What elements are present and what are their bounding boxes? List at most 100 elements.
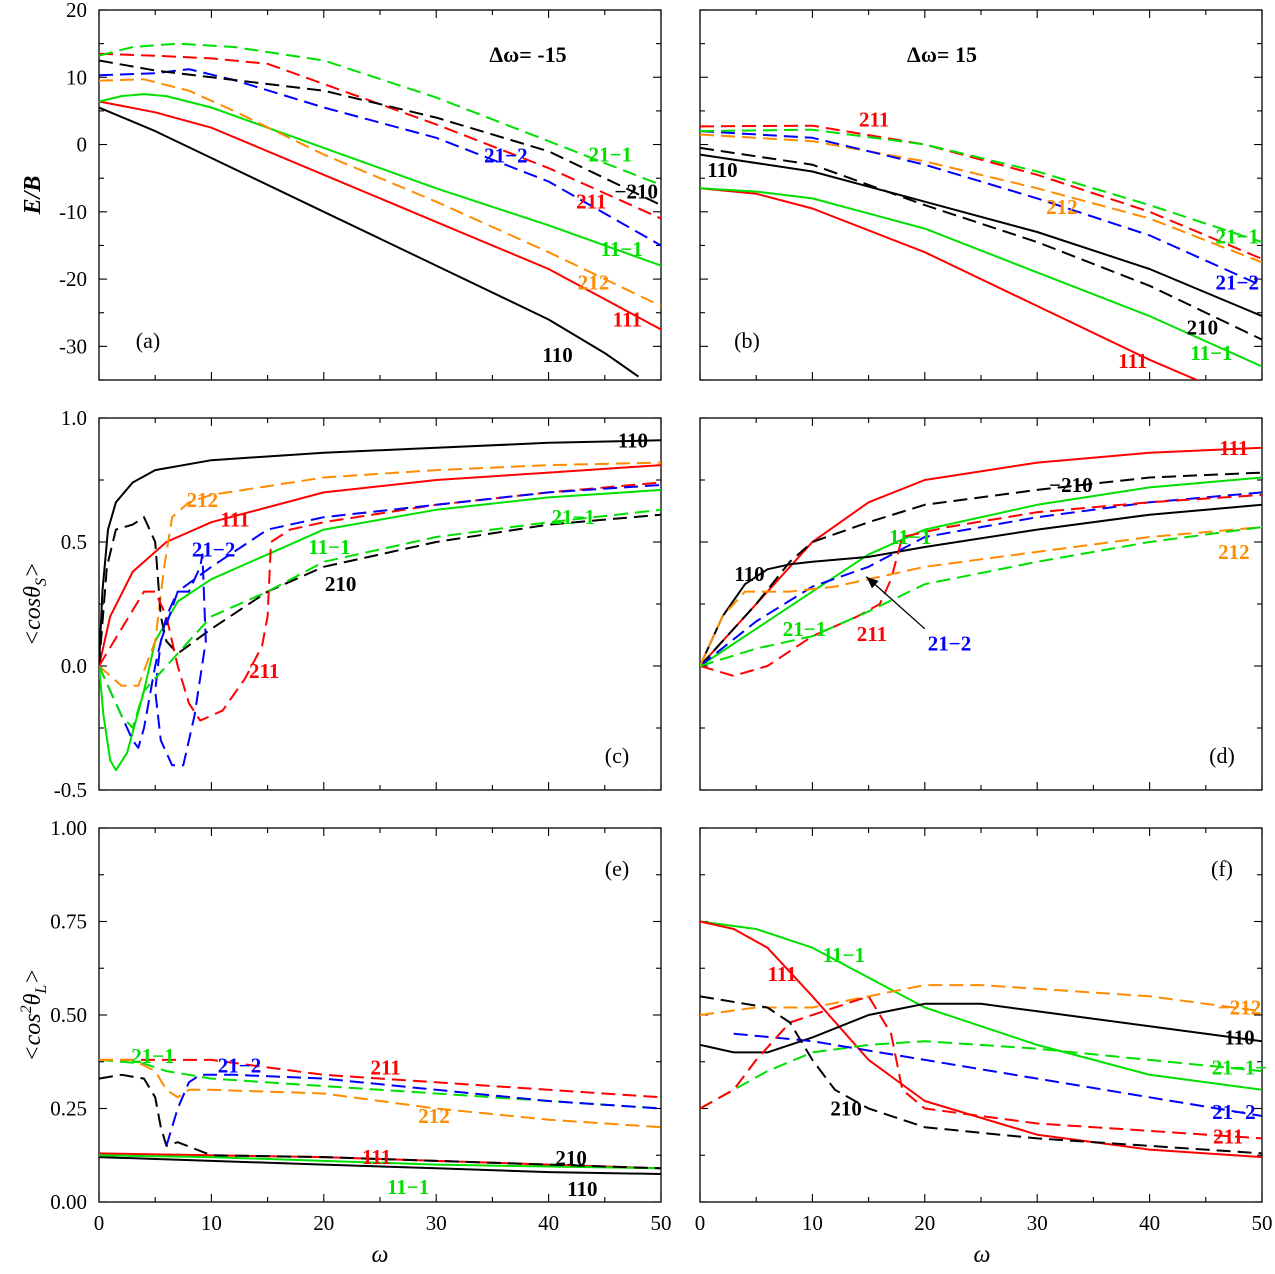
- curve-label: 110: [734, 562, 764, 586]
- curve-label: 11−1: [1190, 341, 1232, 365]
- series-line-211-dashed: [99, 52, 661, 220]
- panel-label: (e): [605, 856, 629, 881]
- series-line-21-1-dashed: [99, 1058, 661, 1110]
- series-line-21-1-dashed: [99, 508, 661, 729]
- series-line-110-solid: [700, 1002, 1262, 1054]
- curve-label: 21−1: [552, 505, 595, 529]
- y-tick-label: 0.5: [61, 530, 87, 554]
- curve-label: 212: [418, 1104, 450, 1128]
- curve-label: 21−2: [928, 632, 971, 656]
- series-line-110-solid: [99, 1156, 661, 1175]
- series-line-212-dashed: [700, 984, 1262, 1016]
- series-line-21-2-dashed: [700, 491, 1262, 667]
- series-line-11-1-solid: [99, 488, 661, 772]
- y-axis-title-theta: θ: [20, 993, 46, 1005]
- series-line-212-dashed: [99, 78, 661, 307]
- curve-label: 211: [1213, 1125, 1243, 1149]
- curve-label: 111: [613, 307, 642, 331]
- curve-label: 110: [707, 158, 737, 182]
- series-line-21-2-dashed: [99, 68, 661, 247]
- y-tick-label: -0.5: [54, 778, 87, 802]
- curve-label: 210: [830, 1097, 862, 1121]
- series-line-111-solid: [700, 187, 1200, 380]
- curve-label: 111: [1118, 349, 1147, 373]
- curve-label: 211: [857, 622, 887, 646]
- series-line-21-1-dashed: [99, 42, 661, 186]
- series-line-110-solid: [99, 106, 640, 378]
- x-tick-label: 20: [914, 1211, 935, 1235]
- series-line-21-1-dashed: [700, 526, 1262, 667]
- x-axis-title-left: ω: [372, 1242, 389, 1268]
- series-group: [700, 124, 1262, 380]
- series-line-210-dashed: [700, 995, 1262, 1155]
- series-line-212-dashed: [99, 1058, 661, 1129]
- y-tick-label: 0.00: [50, 1190, 87, 1214]
- series-line-211-dashed: [99, 1058, 661, 1099]
- curve-label: 11−1: [823, 943, 865, 967]
- series-line-111-solid: [99, 100, 661, 331]
- curve-label: 111: [220, 508, 249, 532]
- series-line-210-dashed: [700, 471, 1262, 667]
- y-tick-label: 0.50: [50, 1003, 87, 1027]
- curve-label: 211: [249, 659, 279, 683]
- curve-label: 211: [859, 108, 889, 132]
- y-tick-label: 0.25: [50, 1097, 87, 1121]
- x-tick-label: 30: [1027, 1211, 1048, 1235]
- curve-label: 21−2: [484, 143, 527, 167]
- y-tick-label: 0.75: [50, 910, 87, 934]
- y-tick-label: -10: [59, 200, 87, 224]
- y-tick-label: 0: [77, 133, 88, 157]
- series-line-211-dashed: [700, 493, 1262, 677]
- series-line-21-2-dashed: [99, 484, 661, 767]
- x-tick-label: 50: [1252, 1211, 1273, 1235]
- curve-label: 110: [542, 343, 572, 367]
- y-axis-title-close: >: [20, 562, 46, 578]
- curve-label: 21−2: [192, 537, 235, 561]
- y-tick-label: 20: [66, 0, 87, 22]
- series-line-210-dashed: [700, 146, 1262, 341]
- curve-label: 110: [1224, 1025, 1254, 1049]
- x-axis-title-right: ω: [974, 1242, 991, 1268]
- curve-label: 111: [1219, 436, 1248, 460]
- series-line-210-dashed: [99, 513, 661, 667]
- y-tick-label: 0.0: [61, 654, 87, 678]
- x-tick-label: 0: [94, 1211, 105, 1235]
- curve-label: 21−1: [589, 143, 632, 167]
- curve-label: 11−1: [308, 535, 350, 559]
- curve-label: 210: [555, 1146, 587, 1170]
- plot-frame-d: [699, 417, 1263, 791]
- y-tick-label: 1.0: [61, 406, 87, 430]
- curve-label: 212: [578, 270, 610, 294]
- x-tick-label: 10: [802, 1211, 823, 1235]
- x-tick-label: 30: [426, 1211, 447, 1235]
- plot-frame-f: [699, 827, 1263, 1203]
- series-group: [99, 1058, 661, 1175]
- series-line-212-dashed: [700, 133, 1262, 264]
- y-axis-title: E/B: [20, 176, 46, 216]
- panel-label: (c): [605, 743, 629, 768]
- curve-label: −210: [615, 180, 658, 204]
- curve-label: 21−1−: [1212, 1055, 1267, 1079]
- y-axis-title-main: <cos: [20, 1013, 46, 1061]
- curve-label: 21−1: [783, 617, 826, 641]
- panel-d: 111 −210 11−1 110 212 21−1 211 21−2 (d): [699, 417, 1263, 791]
- curve-label: 212: [1218, 540, 1250, 564]
- series-line-21-1-dashed: [700, 128, 1262, 244]
- series-line-210-dashed: [99, 1073, 661, 1170]
- y-axis-title-sub: S: [33, 578, 50, 586]
- curve-label: 111: [767, 962, 796, 986]
- pointer-arrow-line: [865, 576, 926, 630]
- curve-label: 11−1: [387, 1175, 429, 1199]
- series-line-111-solid: [700, 920, 1262, 1159]
- curve-label: 211: [576, 190, 606, 214]
- delta-omega-annotation: Δω= 15: [907, 42, 977, 67]
- series-line-11-1-solid: [700, 920, 1262, 1091]
- y-axis-title-main: <cosθ: [20, 586, 46, 646]
- y-tick-label: 1.00: [50, 816, 87, 840]
- plot-frame-c: [98, 417, 662, 791]
- curve-label: 11−1: [889, 525, 931, 549]
